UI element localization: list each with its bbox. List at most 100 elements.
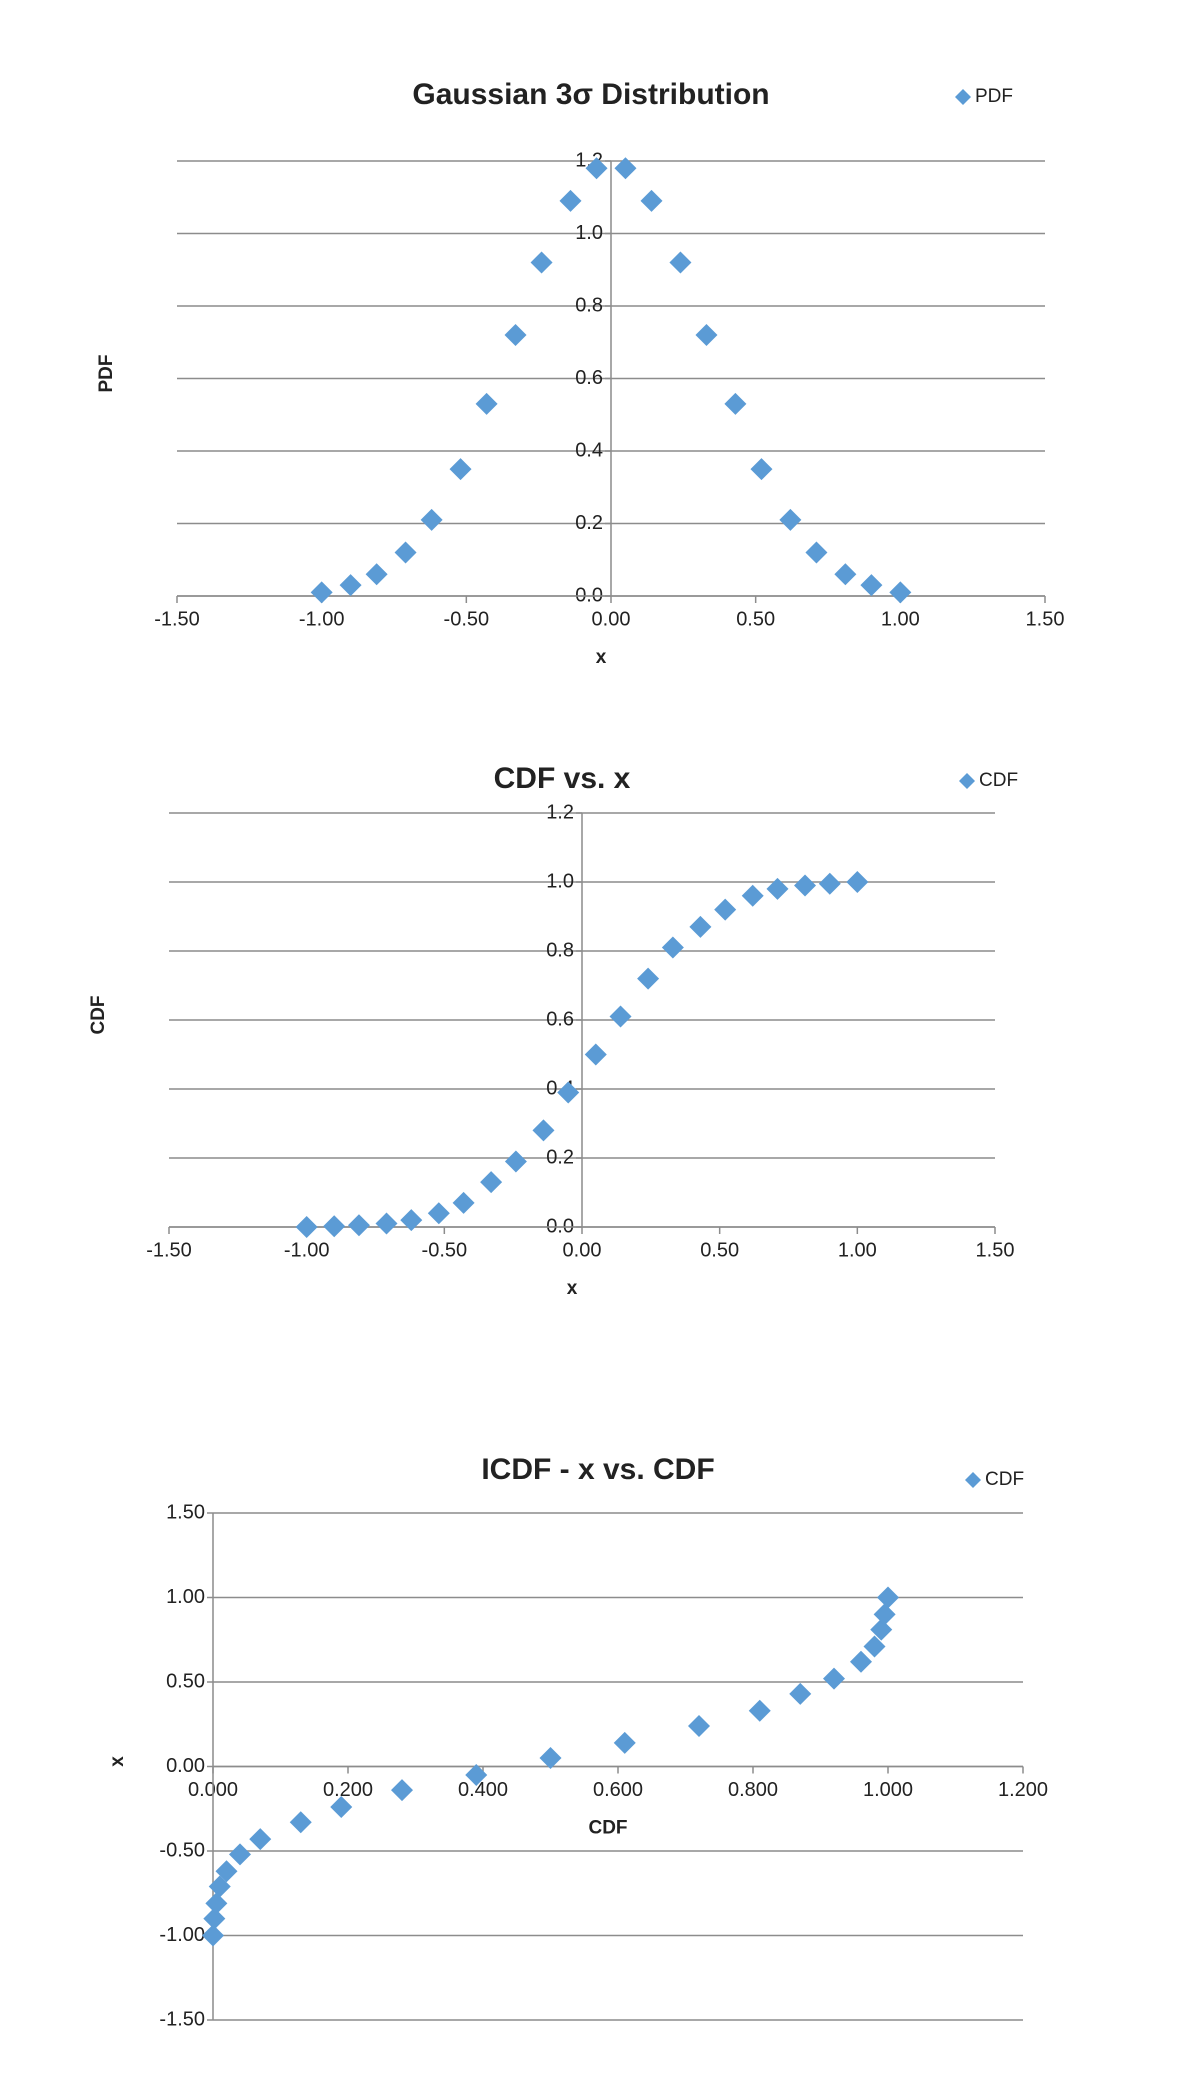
point xyxy=(818,872,841,895)
point xyxy=(347,1214,370,1237)
y-tick-label: 1.50 xyxy=(166,1501,205,1523)
point xyxy=(689,915,712,938)
point xyxy=(750,458,773,481)
point xyxy=(584,1043,607,1066)
y-tick-label: 1.00 xyxy=(166,1586,205,1608)
x-tick-label: 0.400 xyxy=(458,1779,508,1801)
y-tick-label: 0.6 xyxy=(546,1008,574,1030)
chart-title: ICDF - x vs. CDF xyxy=(481,1453,714,1486)
point xyxy=(330,1796,353,1819)
chart-title: CDF vs. x xyxy=(494,762,631,795)
point xyxy=(714,898,737,921)
x-tick-label: 0.600 xyxy=(593,1779,643,1801)
x-tick-label: 0.50 xyxy=(736,608,775,630)
y-axis-label: PDF xyxy=(96,355,117,393)
point xyxy=(870,1618,893,1641)
point xyxy=(640,189,663,212)
x-tick-label: 0.800 xyxy=(728,1779,778,1801)
y-tick-label: 1.2 xyxy=(546,801,574,823)
y-tick-label: -1.00 xyxy=(159,1924,205,1946)
x-tick-label: 1.000 xyxy=(863,1779,913,1801)
point xyxy=(741,884,764,907)
x-tick-label: -1.50 xyxy=(146,1239,192,1261)
x-tick-label: 0.200 xyxy=(323,1779,373,1801)
point xyxy=(779,508,802,531)
point xyxy=(475,392,498,415)
x-axis-label: x xyxy=(567,1278,578,1299)
point xyxy=(391,1779,413,1802)
x-tick-label: 1.200 xyxy=(998,1779,1048,1801)
point xyxy=(688,1714,710,1737)
chart-title: Gaussian 3σ Distribution xyxy=(412,78,769,111)
point xyxy=(834,563,857,586)
x-tick-label: 1.00 xyxy=(838,1239,877,1261)
point xyxy=(449,458,472,481)
y-tick-label: 1.0 xyxy=(575,222,603,244)
point xyxy=(669,251,692,274)
point xyxy=(889,581,912,604)
point xyxy=(215,1860,238,1883)
x-tick-label: 0.00 xyxy=(592,608,631,630)
y-tick-label: 0.8 xyxy=(575,294,603,316)
point xyxy=(661,936,684,959)
y-axis-label: CDF xyxy=(88,995,109,1034)
point xyxy=(748,1699,771,1722)
point xyxy=(249,1828,272,1851)
x-axis-label: x xyxy=(596,647,607,668)
y-tick-label: 0.4 xyxy=(575,439,603,461)
point xyxy=(339,574,362,597)
point xyxy=(557,1081,580,1104)
point xyxy=(637,967,660,990)
x-tick-label: -1.50 xyxy=(154,608,200,630)
point xyxy=(394,541,417,564)
point xyxy=(504,1150,527,1173)
point xyxy=(205,1892,228,1915)
y-tick-label: 0.00 xyxy=(166,1755,205,1777)
y-tick-label: -0.50 xyxy=(159,1839,205,1861)
point xyxy=(295,1216,318,1238)
point xyxy=(794,874,817,897)
point xyxy=(229,1843,251,1866)
point xyxy=(789,1682,812,1705)
legend-marker xyxy=(965,1472,981,1488)
point xyxy=(609,1005,632,1028)
point xyxy=(203,1907,226,1930)
point xyxy=(877,1586,899,1609)
point xyxy=(850,1650,872,1673)
x-tick-label: 1.50 xyxy=(1026,608,1065,630)
x-tick-label: -1.00 xyxy=(299,608,345,630)
point xyxy=(559,189,582,212)
point xyxy=(613,1731,636,1754)
point xyxy=(805,541,828,564)
point xyxy=(873,1603,896,1626)
point xyxy=(289,1811,312,1834)
point xyxy=(530,251,553,274)
legend-marker xyxy=(955,89,971,105)
y-tick-label: 0.2 xyxy=(575,512,603,534)
y-tick-label: 0.50 xyxy=(166,1670,205,1692)
point xyxy=(585,157,608,180)
point xyxy=(863,1635,886,1658)
point xyxy=(400,1209,423,1232)
legend-marker xyxy=(959,773,975,789)
point xyxy=(823,1667,845,1690)
legend-label: CDF xyxy=(985,1469,1024,1490)
point xyxy=(724,392,747,415)
point xyxy=(695,324,718,346)
point xyxy=(860,574,883,597)
x-tick-label: 1.50 xyxy=(976,1239,1015,1261)
point xyxy=(452,1191,475,1214)
point xyxy=(202,1924,224,1947)
point xyxy=(766,877,789,900)
point xyxy=(532,1119,555,1142)
y-tick-label: 0.8 xyxy=(546,939,574,961)
point xyxy=(504,324,527,346)
x-tick-label: -1.00 xyxy=(284,1239,330,1261)
legend-label: PDF xyxy=(975,86,1013,107)
y-tick-label: -1.50 xyxy=(159,2008,205,2030)
x-tick-label: 1.00 xyxy=(881,608,920,630)
y-tick-label: 0.6 xyxy=(575,367,603,389)
x-axis-label: CDF xyxy=(588,1818,627,1839)
